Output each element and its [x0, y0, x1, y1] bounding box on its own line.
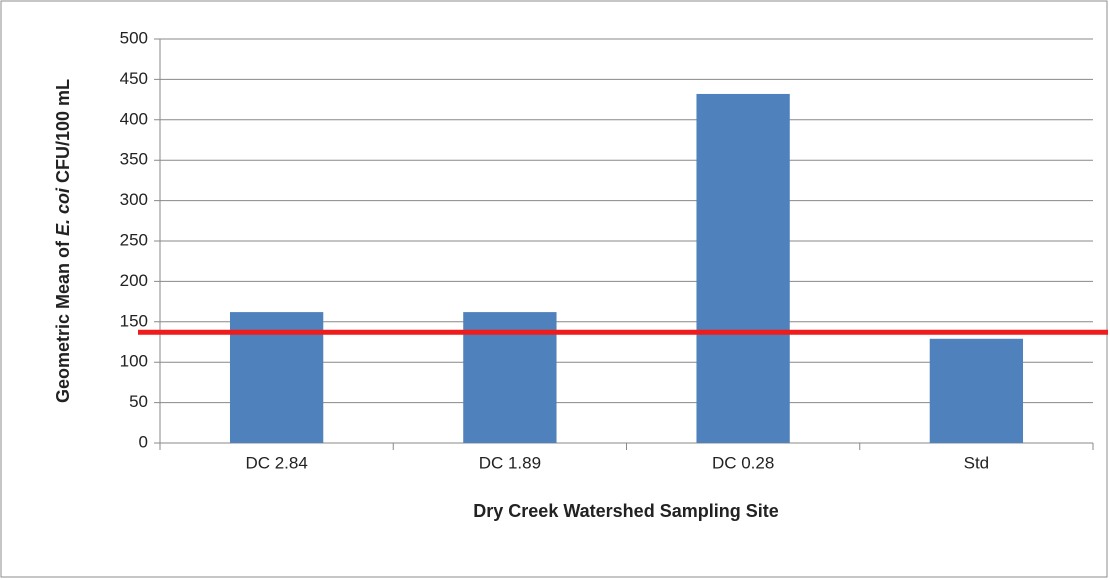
bar	[929, 338, 1024, 443]
y-tick-label: 400	[120, 109, 148, 128]
y-axis-label: Geometric Mean of E. coi CFU/100 mL	[53, 79, 73, 403]
x-tick-label: DC 1.89	[479, 453, 541, 472]
y-axis-label-part: E. coi	[53, 187, 73, 236]
y-tick-label: 0	[139, 432, 148, 451]
y-tick-label: 50	[129, 392, 148, 411]
y-axis-label-part: Geometric Mean of	[53, 236, 73, 403]
x-axis-label: Dry Creek Watershed Sampling Site	[473, 501, 778, 521]
y-tick-label: 150	[120, 311, 148, 330]
x-tick-label: DC 0.28	[712, 453, 774, 472]
y-tick-label: 250	[120, 230, 148, 249]
bar	[696, 93, 790, 443]
y-tick-label: 450	[120, 69, 148, 88]
y-axis-label-part: CFU/100 mL	[53, 79, 73, 188]
y-tick-label: 300	[120, 190, 148, 209]
y-tick-label: 350	[120, 150, 148, 169]
y-tick-label: 100	[120, 352, 148, 371]
y-tick-label: 500	[120, 28, 148, 47]
y-tick-label: 200	[120, 271, 148, 290]
x-tick-label: DC 2.84	[245, 453, 307, 472]
x-tick-label: Std	[964, 453, 990, 472]
